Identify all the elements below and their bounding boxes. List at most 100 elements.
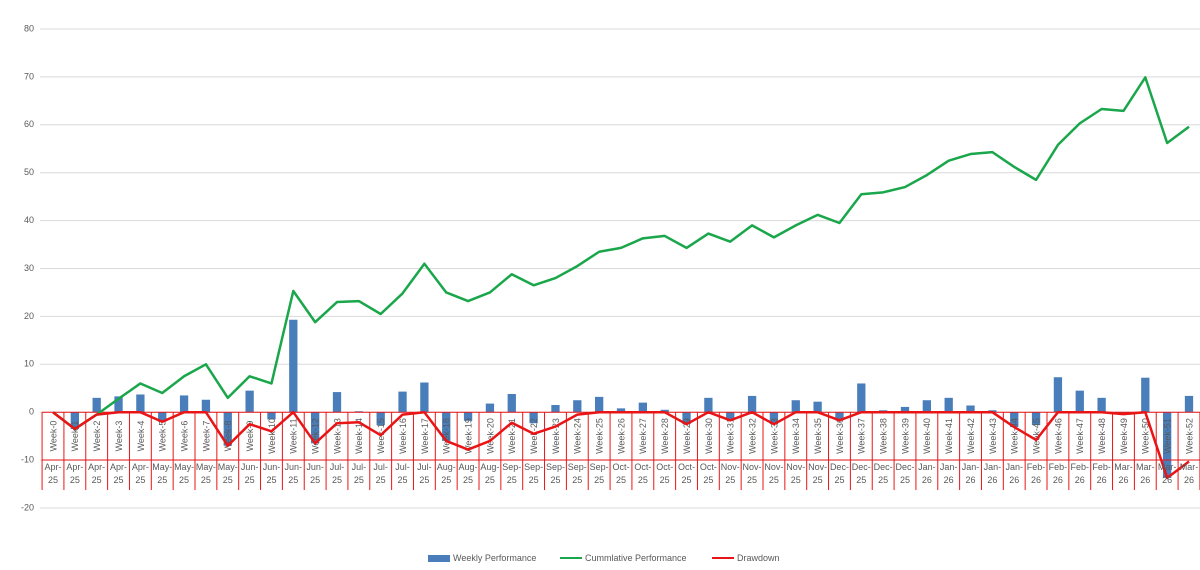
bar <box>835 412 844 421</box>
x-tick-label: Week-19 <box>463 418 473 454</box>
x-tick-label: Week-32 <box>747 418 757 454</box>
x-tick-label: Week-14 <box>354 418 364 454</box>
x-tick-label: Week-41 <box>944 418 954 454</box>
x-tick-label: Week-21 <box>507 418 517 454</box>
x-tick-label: Week-8 <box>223 421 233 452</box>
x-group-label: Dec-25 <box>829 462 849 485</box>
x-group-label: Jul-25 <box>351 462 367 485</box>
y-tick-label: 20 <box>24 311 34 321</box>
x-group-label: Jan-26 <box>918 462 936 485</box>
x-tick-label: Week-4 <box>136 421 146 452</box>
y-tick-label: 70 <box>24 71 34 81</box>
x-group-label: Oct-25 <box>699 462 717 485</box>
x-group-label: Mar-26 <box>1179 462 1199 485</box>
x-tick-label: Week-44 <box>1010 418 1020 454</box>
bar <box>223 412 232 446</box>
x-group-label: Jan-26 <box>961 462 980 485</box>
bar <box>92 397 101 413</box>
x-group-label: Jul-25 <box>329 462 345 485</box>
x-group-label: Sep-25 <box>545 462 565 485</box>
bar <box>289 319 298 413</box>
x-group-label: Apr-25 <box>66 462 84 485</box>
x-tick-label: Week-22 <box>529 418 539 454</box>
bar <box>682 412 691 425</box>
x-tick-label: Week-13 <box>332 418 342 454</box>
x-tick-label: Week-7 <box>201 421 211 452</box>
bar <box>376 412 385 426</box>
x-tick-label: Week-9 <box>245 421 255 452</box>
legend-item: Cummlative Performance <box>560 552 687 564</box>
x-tick-label: Week-43 <box>988 418 998 454</box>
x-tick-label: Week-11 <box>289 418 299 453</box>
x-tick-label: Week-20 <box>485 418 495 454</box>
x-tick-label: Week-28 <box>660 418 670 454</box>
bar <box>791 400 800 413</box>
y-tick-label: 60 <box>24 119 34 129</box>
x-group-label: Feb-26 <box>1048 462 1068 485</box>
y-tick-label: -20 <box>21 502 34 512</box>
bar <box>1097 397 1106 413</box>
x-group-label: May-25 <box>195 462 216 485</box>
bar <box>595 396 604 413</box>
x-tick-label: Week-49 <box>1119 418 1129 454</box>
bar <box>442 412 451 441</box>
bar <box>1010 412 1019 428</box>
bar <box>158 412 167 422</box>
bar <box>267 412 276 420</box>
bar <box>201 399 211 413</box>
x-tick-label: Week-51 <box>1163 418 1173 454</box>
x-tick-label: Week-24 <box>573 418 583 454</box>
x-tick-label: Week-12 <box>311 418 321 454</box>
legend-label: Cummlative Performance <box>585 553 687 563</box>
x-tick-label: Week-33 <box>769 418 779 454</box>
y-tick-label: -10 <box>21 454 34 464</box>
y-tick-label: 40 <box>24 215 34 225</box>
x-tick-label: Week-46 <box>1053 418 1063 454</box>
x-group-label: Apr-25 <box>44 462 62 485</box>
legend-swatch <box>428 554 450 562</box>
x-group-label: Mar-26 <box>1157 462 1177 485</box>
legend-item: Drawdown <box>712 552 780 564</box>
x-tick-label: Week-31 <box>726 418 736 454</box>
x-tick-label: Week-2 <box>92 421 102 452</box>
x-group-label: Jun-25 <box>240 462 259 485</box>
x-group-label: Nov-25 <box>742 462 762 485</box>
bar <box>726 412 735 421</box>
x-tick-label: Week-38 <box>879 418 889 454</box>
legend-label: Weekly Performance <box>453 553 537 563</box>
x-group-label: Oct-25 <box>634 462 652 485</box>
y-tick-label: 0 <box>29 407 34 417</box>
x-group-label: Jun-25 <box>262 462 281 485</box>
x-group-label: Mar-26 <box>1114 462 1133 485</box>
x-tick-label: Week-0 <box>48 421 58 452</box>
x-group-label: Sep-25 <box>567 462 587 485</box>
bar <box>769 412 779 425</box>
legend-swatch <box>560 557 582 559</box>
bar <box>179 395 189 413</box>
legend-label: Drawdown <box>737 553 780 563</box>
bar <box>245 390 254 413</box>
bar <box>311 412 320 444</box>
legend-swatch <box>712 557 734 559</box>
bar <box>551 405 560 413</box>
bar <box>1031 412 1041 426</box>
line <box>52 410 1190 480</box>
x-group-label: Jul-25 <box>373 462 388 485</box>
x-tick-label: Week-36 <box>835 418 845 454</box>
x-group-label: Jan-26 <box>939 462 958 485</box>
x-tick-label: Week-17 <box>420 418 430 454</box>
x-group-label: Jul-25 <box>395 462 410 485</box>
x-group-label: Feb-26 <box>1092 462 1111 485</box>
x-group-label: Jun-25 <box>284 462 303 485</box>
x-tick-label: Week-10 <box>267 418 277 454</box>
x-tick-label: Week-25 <box>595 418 605 454</box>
y-tick-label: 50 <box>24 167 34 177</box>
bar <box>638 402 647 413</box>
bar <box>857 383 866 413</box>
bar <box>1075 390 1084 413</box>
bar <box>573 400 582 413</box>
x-tick-label: Week-34 <box>791 418 801 454</box>
bar <box>463 412 473 421</box>
line <box>52 76 1190 431</box>
x-group-label: Aug-25 <box>436 462 456 485</box>
